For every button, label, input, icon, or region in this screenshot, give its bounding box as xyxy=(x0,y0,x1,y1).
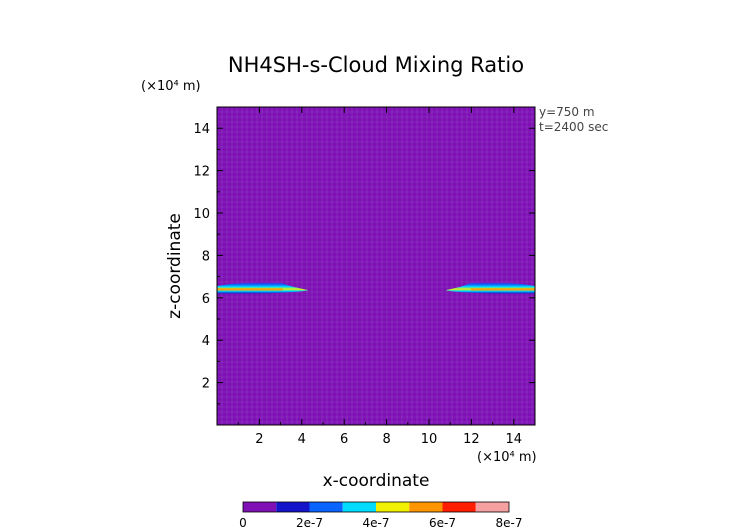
cloud-shape xyxy=(445,281,535,294)
colorbar-swatch xyxy=(475,502,509,512)
cloud-core xyxy=(470,288,535,291)
annotation-y: y=750 m xyxy=(539,105,595,119)
x-tick-label: 2 xyxy=(255,432,263,447)
colorbar-tick-label: 4e-7 xyxy=(363,516,390,530)
z-unit-label: (×10⁴ m) xyxy=(141,79,201,94)
cloud-shape xyxy=(217,281,309,294)
colorbar-swatch xyxy=(409,502,443,512)
colorbar-swatch xyxy=(342,502,376,512)
colorbar-tick-label: 2e-7 xyxy=(296,516,323,530)
colorbar-swatch xyxy=(442,502,476,512)
plot-area xyxy=(216,106,535,425)
x-tick-label: 6 xyxy=(340,432,348,447)
x-tick-label: 4 xyxy=(298,432,306,447)
x-tick-label: 14 xyxy=(506,432,523,447)
colorbar-swatch xyxy=(309,502,343,512)
colorbar-swatch xyxy=(376,502,410,512)
colorbar: 0 2e-7 4e-7 6e-7 8e-7 xyxy=(239,501,523,530)
cloud-feature xyxy=(445,281,535,294)
y-tick-label: 6 xyxy=(202,292,210,307)
y-tick-label: 8 xyxy=(202,249,210,264)
colorbar-tick-label: 6e-7 xyxy=(429,516,456,530)
annotation-group: y=750 m t=2400 sec xyxy=(539,105,608,134)
x-tick-label: 10 xyxy=(421,432,438,447)
cloud-core xyxy=(217,288,283,291)
chart-title: NH4SH-s-Cloud Mixing Ratio xyxy=(228,53,524,77)
y-tick-label: 4 xyxy=(202,334,210,349)
annotation-t: t=2400 sec xyxy=(539,120,608,134)
colorbar-swatch xyxy=(243,502,277,512)
x-tick-label: 12 xyxy=(463,432,480,447)
colorbar-frame xyxy=(242,501,510,513)
y-tick-label: 10 xyxy=(193,207,210,222)
y-tick-label: 12 xyxy=(193,165,210,180)
axes: 2 4 6 8 10 12 14 2 4 6 8 10 12 14 xyxy=(193,106,536,447)
y-tick-label: 14 xyxy=(193,122,210,137)
y-axis-label: z-coordinate xyxy=(165,213,185,319)
y-tick-label: 2 xyxy=(202,377,210,392)
x-unit-label: (×10⁴ m) xyxy=(477,450,537,465)
x-axis-label: x-coordinate xyxy=(323,471,430,491)
colorbar-tick-label: 8e-7 xyxy=(496,516,523,530)
axes-frame xyxy=(216,106,536,426)
x-tick-label: 8 xyxy=(382,432,390,447)
colorbar-tick-label: 0 xyxy=(239,516,247,530)
plot-background xyxy=(217,107,535,425)
colorbar-swatch xyxy=(276,502,310,512)
cloud-feature xyxy=(217,281,309,294)
